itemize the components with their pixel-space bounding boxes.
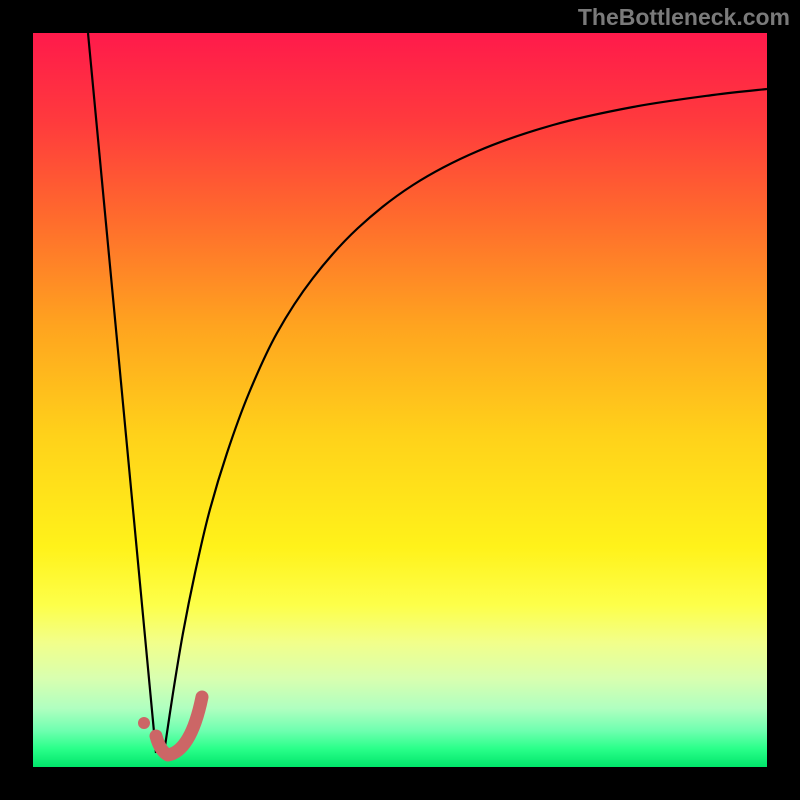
marker-tick — [156, 697, 202, 755]
marker-dot — [138, 717, 150, 729]
watermark-text: TheBottleneck.com — [578, 4, 790, 31]
plot-area — [33, 33, 767, 767]
chart-container: TheBottleneck.com — [0, 0, 800, 800]
curve-overlay — [33, 33, 767, 767]
